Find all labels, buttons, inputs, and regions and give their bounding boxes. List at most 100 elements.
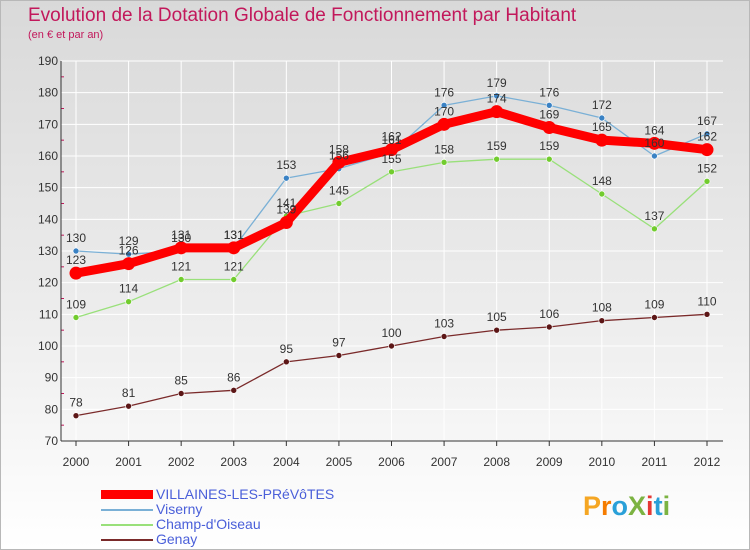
data-label-s3: 95	[280, 342, 294, 356]
logo-letter: t	[653, 491, 663, 521]
data-point-s3	[125, 402, 132, 410]
data-point-s2	[177, 276, 185, 283]
data-label-s3: 85	[174, 374, 188, 388]
data-point-s3	[230, 387, 238, 394]
data-point-s1	[703, 130, 711, 138]
y-tick-label: 100	[38, 339, 58, 353]
y-tick-label: 120	[38, 276, 58, 290]
x-tick-label: 2008	[483, 455, 510, 469]
data-label-s3: 103	[434, 317, 454, 331]
data-point-s0	[385, 143, 398, 157]
legend-swatch-villaines	[101, 490, 153, 499]
x-tick-label: 2001	[115, 455, 142, 469]
y-tick-label: 190	[38, 54, 58, 68]
data-label-s0: 158	[329, 142, 349, 156]
data-point-s3	[440, 333, 448, 340]
y-tick-label: 70	[45, 434, 59, 448]
data-point-s0	[174, 241, 188, 255]
legend-item-villaines: VILLAINES-LES-PRéVôTES	[101, 487, 401, 502]
logo-letter: P	[583, 491, 602, 521]
data-point-s0	[279, 216, 293, 229]
data-label-s1: 167	[697, 114, 717, 128]
data-point-s0	[332, 155, 346, 169]
data-label-s0: 162	[697, 130, 717, 144]
data-label-s3: 78	[69, 396, 83, 410]
x-tick-label: 2004	[273, 455, 300, 469]
x-tick-label: 2002	[168, 455, 195, 469]
x-tick-label: 2006	[378, 455, 405, 469]
data-point-s0	[647, 136, 661, 150]
data-point-s2	[493, 155, 500, 163]
data-label-s1: 130	[66, 231, 86, 245]
data-point-s3	[493, 326, 500, 334]
data-point-s1	[72, 247, 80, 255]
data-label-s2: 159	[487, 139, 507, 153]
logo-letter: o	[611, 491, 629, 521]
data-point-s2	[598, 190, 606, 198]
data-point-s2	[440, 159, 448, 166]
data-label-s1: 176	[539, 85, 559, 99]
data-point-s0	[595, 133, 609, 147]
legend-item-champ-doiseau: Champ-d'Oiseau	[101, 517, 401, 532]
data-label-s0: 165	[592, 120, 612, 134]
data-point-s3	[388, 342, 395, 350]
data-label-s2: 152	[697, 161, 717, 175]
data-point-s2	[651, 225, 658, 233]
legend-swatch-genay	[101, 539, 153, 541]
y-tick-label: 150	[38, 181, 58, 195]
data-point-s0	[490, 105, 504, 119]
data-label-s2: 137	[644, 209, 664, 223]
proxiti-logo: ProXiti	[583, 491, 670, 522]
data-label-s3: 97	[332, 336, 346, 350]
data-label-s0: 170	[434, 104, 454, 118]
data-label-s1: 179	[487, 76, 507, 90]
data-label-s1: 153	[276, 158, 296, 172]
data-label-s2: 121	[224, 260, 244, 274]
y-tick-label: 80	[45, 402, 59, 416]
legend-label-champ-doiseau: Champ-d'Oiseau	[156, 516, 261, 532]
data-label-s2: 155	[381, 152, 401, 166]
logo-letter: i	[646, 491, 654, 521]
data-point-s2	[125, 298, 132, 305]
x-tick-label: 2009	[536, 455, 563, 469]
data-point-s0	[227, 241, 241, 255]
x-tick-label: 2003	[220, 455, 247, 469]
data-label-s2: 158	[434, 142, 454, 156]
data-label-s2: 148	[592, 174, 612, 188]
logo-letter: i	[662, 491, 671, 521]
data-label-s2: 141	[276, 196, 296, 210]
legend-swatch-champ-doiseau	[101, 524, 153, 526]
data-label-s3: 109	[644, 298, 664, 312]
data-label-s3: 100	[381, 326, 401, 340]
data-point-s3	[545, 323, 553, 331]
data-point-s2	[72, 314, 80, 321]
data-point-s2	[545, 155, 553, 163]
y-tick-label: 180	[38, 86, 58, 100]
data-label-s2: 159	[539, 139, 559, 153]
data-label-s0: 131	[224, 228, 244, 242]
y-tick-label: 130	[38, 244, 58, 258]
data-point-s2	[335, 200, 343, 207]
data-label-s3: 105	[487, 310, 507, 324]
data-point-s1	[440, 102, 448, 109]
data-point-s0	[700, 143, 714, 157]
data-label-s1: 160	[644, 136, 664, 150]
y-tick-label: 160	[38, 149, 58, 163]
data-point-s3	[598, 317, 606, 324]
y-tick-label: 170	[38, 117, 58, 131]
x-tick-label: 2007	[431, 455, 458, 469]
data-point-s3	[335, 352, 343, 359]
x-tick-label: 2011	[642, 455, 668, 469]
data-point-s3	[651, 314, 658, 321]
data-point-s1	[598, 114, 606, 122]
data-label-s2: 121	[171, 260, 191, 274]
data-label-s1: 129	[119, 234, 139, 248]
legend-label-viserny: Viserny	[156, 501, 203, 517]
data-label-s0: 139	[276, 203, 296, 217]
data-label-s3: 110	[697, 294, 716, 308]
data-point-s0	[542, 121, 556, 134]
legend: VILLAINES-LES-PRéVôTES Viserny Champ-d'O…	[101, 487, 401, 547]
data-point-s0	[437, 117, 451, 131]
data-point-s0	[69, 266, 83, 280]
